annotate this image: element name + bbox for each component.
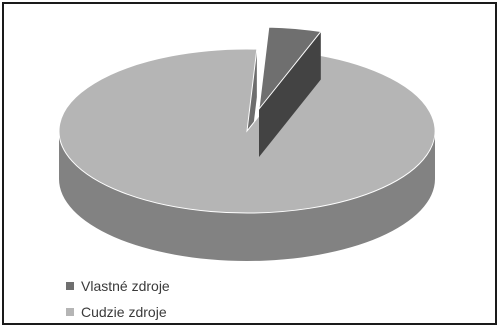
pie-slice-vlastn-zdroje	[258, 26, 322, 111]
pie-slice-cudzie-zdroje	[58, 48, 436, 214]
legend-label-vlastne-zdroje: Vlastné zdroje	[81, 278, 170, 294]
legend: Vlastné zdroje Cudzie zdroje	[66, 273, 170, 325]
legend-item-vlastne-zdroje[interactable]: Vlastné zdroje	[66, 273, 170, 299]
legend-label-cudzie-zdroje: Cudzie zdroje	[81, 304, 167, 320]
legend-item-cudzie-zdroje[interactable]: Cudzie zdroje	[66, 299, 170, 325]
pie-slices	[58, 26, 436, 261]
pie-cut-vlastn-zdroje-1	[259, 31, 321, 157]
legend-swatch-cudzie-zdroje	[66, 308, 74, 316]
pie-side-cudzie-zdroje	[59, 131, 435, 261]
legend-swatch-vlastne-zdroje	[66, 282, 74, 290]
